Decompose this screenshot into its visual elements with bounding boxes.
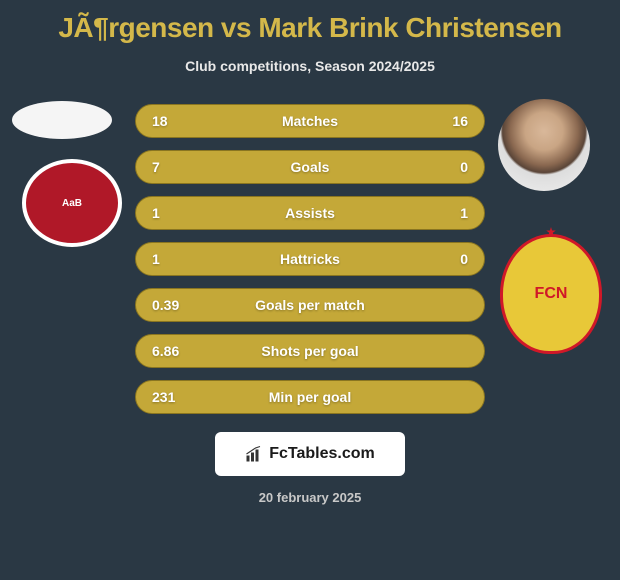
page-subtitle: Club competitions, Season 2024/2025 [0,58,620,74]
stat-row: 18 Matches 16 [135,104,485,138]
footer-brand-text: FcTables.com [269,445,375,463]
stat-row: 231 Min per goal [135,380,485,414]
stat-label: Goals [291,159,330,175]
chart-icon [245,445,263,463]
footer-brand[interactable]: FcTables.com [215,432,405,476]
stat-label: Goals per match [255,297,365,313]
stat-left-value: 0.39 [152,297,192,313]
stat-label: Min per goal [269,389,351,405]
stat-left-value: 231 [152,389,192,405]
stat-row: 7 Goals 0 [135,150,485,184]
stat-right-value: 0 [428,251,468,267]
stat-right-value: 1 [428,205,468,221]
stat-label: Shots per goal [261,343,358,359]
player-left-avatar [12,101,112,139]
club-left-code: AaB [62,198,82,209]
stat-left-value: 6.86 [152,343,192,359]
stat-row: 0.39 Goals per match [135,288,485,322]
comparison-content: AaB FCN 18 Matches 16 7 Goals 0 1 Assist… [0,104,620,505]
stat-label: Assists [285,205,335,221]
stats-table: 18 Matches 16 7 Goals 0 1 Assists 1 1 Ha… [135,104,485,414]
footer-date: 20 february 2025 [0,490,620,505]
stat-left-value: 18 [152,113,192,129]
stat-label: Matches [282,113,338,129]
stat-label: Hattricks [280,251,340,267]
club-right-badge: FCN [500,234,602,354]
stat-left-value: 1 [152,205,192,221]
stat-left-value: 1 [152,251,192,267]
stat-right-value: 16 [428,113,468,129]
page-title: JÃ¶rgensen vs Mark Brink Christensen [0,0,620,44]
player-right-avatar [498,99,590,191]
stat-right-value: 0 [428,159,468,175]
stat-row: 1 Hattricks 0 [135,242,485,276]
stat-left-value: 7 [152,159,192,175]
stat-row: 6.86 Shots per goal [135,334,485,368]
club-right-code: FCN [535,285,568,303]
stat-row: 1 Assists 1 [135,196,485,230]
club-left-badge: AaB [22,159,122,247]
